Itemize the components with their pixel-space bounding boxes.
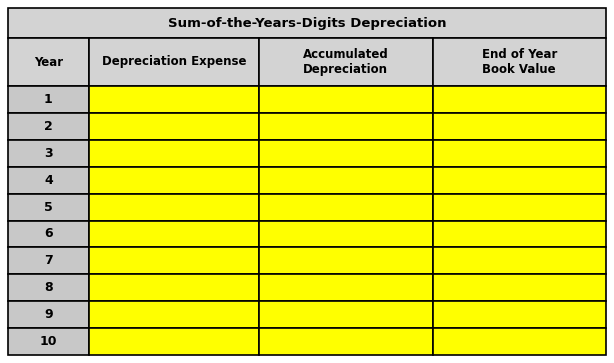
Bar — [433, 220, 606, 248]
Text: 4: 4 — [44, 174, 53, 187]
Bar — [89, 193, 259, 220]
Bar — [259, 220, 433, 248]
Bar — [433, 167, 606, 193]
Bar — [8, 220, 89, 248]
Bar — [259, 113, 433, 140]
Text: 3: 3 — [44, 147, 53, 160]
Bar — [89, 38, 259, 86]
Text: 9: 9 — [44, 308, 53, 321]
Bar — [259, 301, 433, 328]
Bar — [433, 38, 606, 86]
Bar — [259, 167, 433, 193]
Bar — [259, 328, 433, 355]
Bar — [8, 86, 89, 113]
Bar — [8, 301, 89, 328]
Bar — [89, 248, 259, 274]
Text: Accumulated
Depreciation: Accumulated Depreciation — [303, 48, 389, 76]
Bar — [433, 193, 606, 220]
Text: 5: 5 — [44, 200, 53, 213]
Bar — [8, 248, 89, 274]
Bar — [433, 113, 606, 140]
Bar — [433, 274, 606, 301]
Bar — [8, 113, 89, 140]
Text: Year: Year — [34, 56, 63, 69]
Text: 6: 6 — [44, 228, 53, 240]
Text: 2: 2 — [44, 120, 53, 133]
Bar — [8, 167, 89, 193]
Bar — [259, 38, 433, 86]
Text: 8: 8 — [44, 281, 53, 294]
Text: End of Year
Book Value: End of Year Book Value — [481, 48, 557, 76]
Bar — [89, 301, 259, 328]
Bar — [89, 113, 259, 140]
Text: 7: 7 — [44, 254, 53, 268]
Bar — [8, 140, 89, 167]
Bar — [8, 193, 89, 220]
Bar — [259, 193, 433, 220]
Bar — [89, 220, 259, 248]
Text: Depreciation Expense: Depreciation Expense — [102, 56, 246, 69]
Bar — [8, 38, 89, 86]
Bar — [259, 274, 433, 301]
Bar — [89, 167, 259, 193]
Bar — [259, 140, 433, 167]
Bar — [433, 86, 606, 113]
Bar — [8, 8, 606, 38]
Text: Sum-of-the-Years-Digits Depreciation: Sum-of-the-Years-Digits Depreciation — [168, 16, 446, 29]
Bar — [89, 86, 259, 113]
Bar — [8, 274, 89, 301]
Bar — [433, 248, 606, 274]
Bar — [259, 86, 433, 113]
Text: 10: 10 — [40, 335, 57, 348]
Bar — [433, 328, 606, 355]
Bar — [89, 140, 259, 167]
Bar — [89, 328, 259, 355]
Text: 1: 1 — [44, 93, 53, 106]
Bar — [8, 328, 89, 355]
Bar — [433, 301, 606, 328]
Bar — [89, 274, 259, 301]
Bar — [259, 248, 433, 274]
Bar — [433, 140, 606, 167]
